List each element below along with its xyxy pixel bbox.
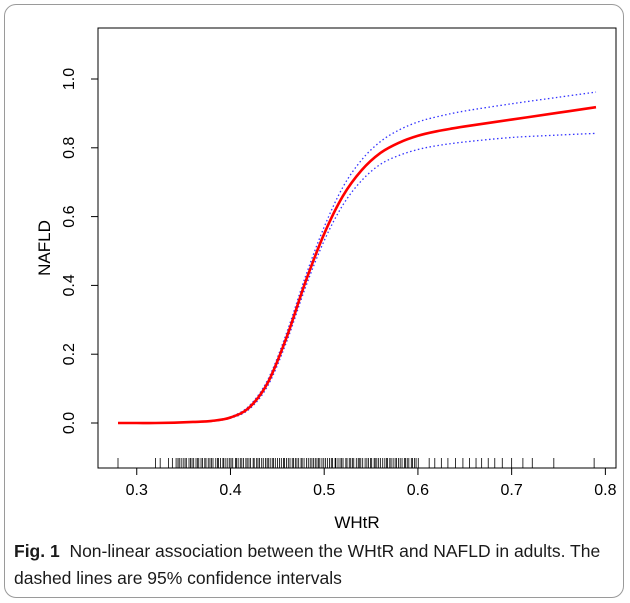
x-tick-label: 0.4 [219,482,241,499]
y-tick-label: 0.4 [61,274,78,296]
figure-caption-text: Non-linear association between the WHtR … [14,541,601,588]
y-axis-label: NAFLD [35,220,54,276]
y-tick-label: 0.6 [61,205,78,227]
x-tick-label: 0.8 [594,482,616,499]
y-tick-label: 1.0 [61,68,78,90]
upper-ci-line [118,91,597,424]
y-tick-label: 0.8 [61,137,78,159]
rug-plot [117,458,595,468]
x-axis: 0.3 0.4 0.5 0.6 0.7 0.8 [126,468,617,499]
series-lines [118,91,597,425]
nafld-spline-chart: 0.3 0.4 0.5 0.6 0.7 0.8 0.0 0.2 0.4 0.6 0.8 1.0 WH… [35,27,617,532]
x-axis-label: WHtR [334,513,379,532]
x-tick-label: 0.3 [126,482,148,499]
estimate-line [118,105,597,425]
x-tick-label: 0.6 [407,482,429,499]
x-tick-label: 0.5 [313,482,335,499]
y-tick-label: 0.2 [61,343,78,365]
plot-area-box [97,27,617,469]
y-tick-label: 0.0 [61,412,78,434]
figure-label: Fig. 1 [14,541,60,561]
figure-caption: Fig. 1 Non-linear association between th… [14,538,614,592]
x-tick-label: 0.7 [501,482,523,499]
y-axis: 0.0 0.2 0.4 0.6 0.8 1.0 [61,68,98,434]
